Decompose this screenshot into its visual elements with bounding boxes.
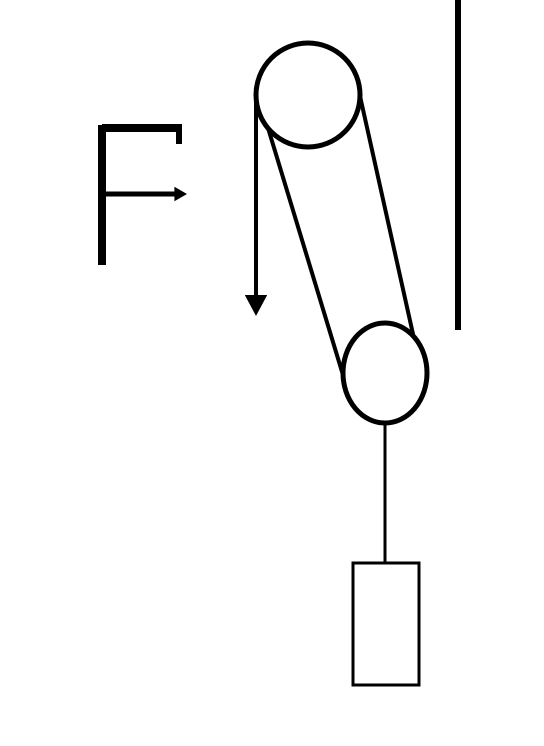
upper-pulley <box>256 43 360 147</box>
lower-pulley <box>343 323 427 423</box>
pulley-diagram <box>0 0 544 746</box>
